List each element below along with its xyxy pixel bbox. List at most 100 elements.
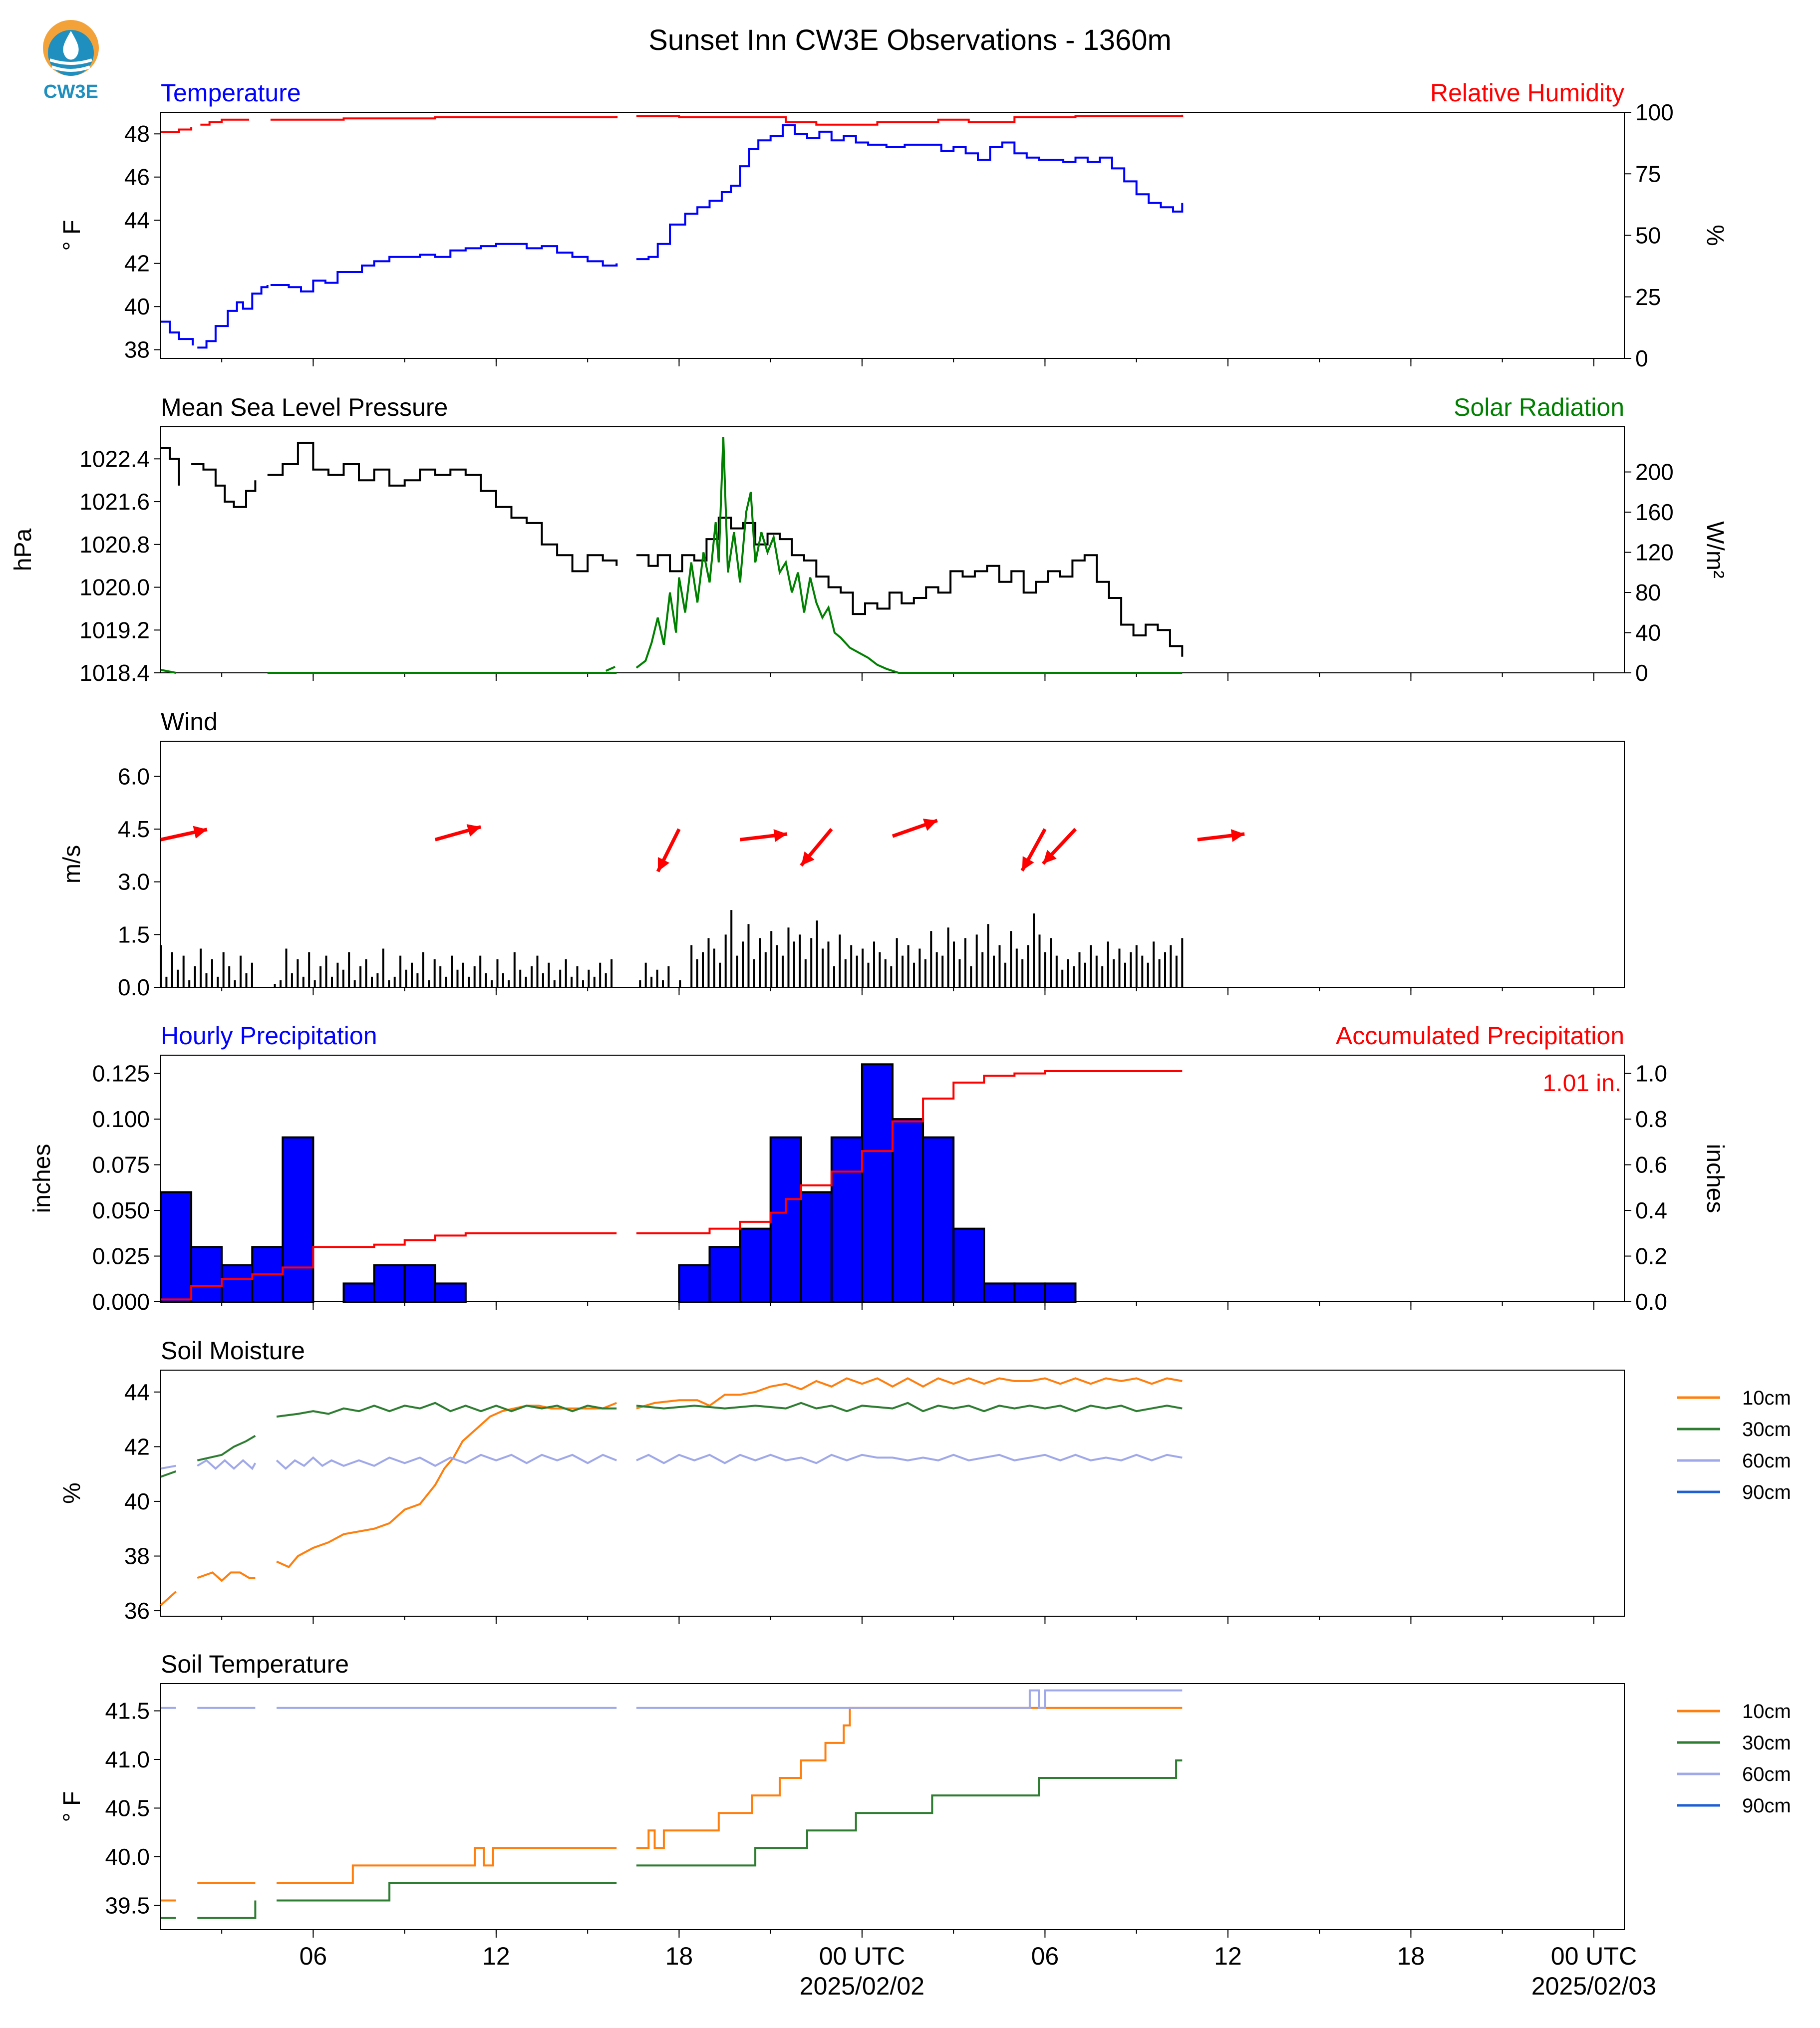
panel-title: Hourly Precipitation xyxy=(161,1022,377,1050)
chart-panel-1: Mean Sea Level Pressure Solar Radiation 10… xyxy=(10,393,1728,686)
precip-bar xyxy=(800,1191,833,1303)
precip-bar xyxy=(160,1191,193,1303)
series-line-relative-humidity xyxy=(636,114,1184,126)
x-tick-label: 00 UTC xyxy=(1551,1942,1637,1970)
y-tick-label: 48 xyxy=(124,121,150,147)
series-line-10cm xyxy=(160,1591,177,1606)
y-axis-label: ° F xyxy=(59,1791,85,1822)
y-tick-label: 0.125 xyxy=(92,1061,150,1087)
y-tick-label: 40 xyxy=(124,293,150,319)
precip-bar xyxy=(403,1264,436,1303)
legend-label: 30cm xyxy=(1742,1419,1791,1441)
precip-bar xyxy=(282,1136,314,1303)
series-line-30cm xyxy=(636,1402,1183,1413)
x-tick-label: 00 UTC xyxy=(819,1942,905,1970)
series-line-relative-humidity xyxy=(200,118,250,126)
legend-label: 60cm xyxy=(1742,1450,1791,1472)
y-tick-label: 38 xyxy=(124,337,150,363)
y-axis-label-right: inches xyxy=(1702,1144,1728,1213)
series-line-60cm xyxy=(197,1459,257,1470)
y-tick-label: 0.025 xyxy=(92,1243,150,1269)
precip-bar xyxy=(342,1282,375,1303)
y-tick-label: 0.075 xyxy=(92,1152,150,1178)
wind-direction-arrowhead xyxy=(466,824,481,837)
y-tick-label-right: 0.2 xyxy=(1635,1243,1667,1269)
plot-frame xyxy=(160,741,1625,988)
precip-bar xyxy=(190,1246,223,1303)
y-tick-label: 44 xyxy=(124,1379,150,1405)
y-tick-label: 40.0 xyxy=(105,1844,150,1870)
y-axis-label: ° F xyxy=(59,220,85,251)
y-tick-label: 42 xyxy=(124,251,150,277)
precip-bar xyxy=(1044,1282,1077,1303)
y-tick-label: 0.050 xyxy=(92,1197,150,1223)
wind-direction-arrowhead xyxy=(801,851,815,866)
series-line-30cm xyxy=(276,1402,617,1418)
series-line-60cm xyxy=(160,1464,176,1470)
y-tick-label-right: 0 xyxy=(1635,345,1648,371)
y-tick-label: 3.0 xyxy=(118,869,150,895)
legend-label: 30cm xyxy=(1742,1732,1791,1754)
series-line-solar-radiation xyxy=(605,666,615,672)
panel-title: Soil Moisture xyxy=(161,1337,305,1365)
y-tick-label: 1.5 xyxy=(118,921,150,947)
y-axis-label: % xyxy=(59,1482,85,1504)
plot-frame xyxy=(160,1370,1625,1617)
plot-frame xyxy=(160,112,1625,359)
series-line-mean-sea-level-pressure xyxy=(161,447,180,486)
y-tick-label-right: 75 xyxy=(1635,161,1661,187)
series-line-60cm xyxy=(276,1453,617,1470)
series-line-10cm xyxy=(277,1847,617,1884)
series-line-solar-radiation xyxy=(635,437,1183,674)
y-axis-label-right: W/m² xyxy=(1702,521,1728,579)
y-tick-label: 40 xyxy=(124,1488,150,1514)
y-tick-label: 1019.2 xyxy=(79,617,150,643)
series-line-10cm xyxy=(197,1571,256,1582)
y-axis-label-right: % xyxy=(1702,225,1728,246)
precip-bar xyxy=(830,1136,863,1303)
y-tick-label-right: 200 xyxy=(1635,459,1674,485)
panel-title: Mean Sea Level Pressure xyxy=(161,393,448,421)
legend-label: 10cm xyxy=(1742,1387,1791,1409)
chart-panel-5: Soil Temperature 39.5 40.0 40.5 41.0 41.5 ° F 1… xyxy=(59,1650,1791,1938)
precip-bar xyxy=(769,1136,802,1303)
y-tick-label: 1020.0 xyxy=(79,575,150,600)
y-tick-label-right: 0.4 xyxy=(1635,1197,1667,1223)
panel-title-right: Accumulated Precipitation xyxy=(1336,1022,1624,1050)
logo-text: CW3E xyxy=(43,81,98,102)
series-line-10cm xyxy=(276,1402,617,1568)
plot-frame xyxy=(160,426,1625,673)
precip-bar xyxy=(434,1282,467,1303)
series-line-10cm xyxy=(636,1377,1183,1410)
panel-title: Wind xyxy=(161,708,218,736)
x-tick-label: 18 xyxy=(1397,1942,1425,1970)
panel-title-right: Solar Radiation xyxy=(1454,393,1624,421)
y-tick-label: 0.000 xyxy=(92,1289,150,1315)
series-line-temperature xyxy=(603,263,618,267)
series-line-solar-radiation xyxy=(160,669,176,674)
panel-title: Temperature xyxy=(161,79,301,107)
series-line-30cm xyxy=(636,1759,1183,1867)
y-tick-label: 44 xyxy=(124,207,150,233)
plot-frame xyxy=(160,1683,1625,1930)
precip-bar xyxy=(952,1227,985,1303)
series-line-60cm xyxy=(636,1689,1183,1709)
series-line-temperature xyxy=(161,320,194,346)
y-tick-label: 36 xyxy=(124,1598,150,1624)
precip-bar xyxy=(861,1063,894,1303)
legend-label: 60cm xyxy=(1742,1763,1791,1785)
wind-direction-arrowhead xyxy=(657,857,670,872)
y-tick-label: 46 xyxy=(124,164,150,190)
series-line-temperature xyxy=(197,285,269,349)
wind-direction-arrowhead xyxy=(1043,850,1057,864)
x-tick-date-label: 2025/02/03 xyxy=(1531,1972,1656,2000)
y-tick-label: 0.100 xyxy=(92,1106,150,1132)
y-tick-label: 41.5 xyxy=(105,1698,150,1724)
series-line-60cm xyxy=(636,1453,1183,1464)
panel-title-right: Relative Humidity xyxy=(1430,79,1624,107)
y-axis-label: hPa xyxy=(10,528,36,571)
series-line-temperature xyxy=(636,124,1184,261)
series-line-mean-sea-level-pressure xyxy=(267,442,618,573)
y-tick-label: 4.5 xyxy=(118,816,150,842)
x-tick-label: 18 xyxy=(665,1942,693,1970)
